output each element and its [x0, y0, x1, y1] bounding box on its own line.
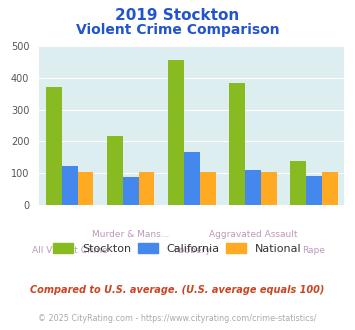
Legend: Stockton, California, National: Stockton, California, National	[53, 243, 302, 254]
Bar	[62, 166, 77, 205]
Bar	[245, 170, 261, 205]
Bar	[168, 60, 184, 205]
Bar	[138, 172, 154, 205]
Text: Robbery: Robbery	[173, 246, 211, 255]
Text: Murder & Mans...: Murder & Mans...	[92, 230, 169, 239]
Bar	[123, 177, 138, 205]
Text: Rape: Rape	[302, 246, 325, 255]
Bar	[107, 136, 123, 205]
Bar	[46, 87, 62, 205]
Text: 2019 Stockton: 2019 Stockton	[115, 8, 240, 23]
Bar	[184, 152, 200, 205]
Bar	[229, 82, 245, 205]
Bar	[77, 172, 93, 205]
Text: All Violent Crime: All Violent Crime	[32, 246, 108, 255]
Bar	[290, 161, 306, 205]
Text: Violent Crime Comparison: Violent Crime Comparison	[76, 23, 279, 37]
Bar	[306, 176, 322, 205]
Bar	[322, 172, 338, 205]
Text: Compared to U.S. average. (U.S. average equals 100): Compared to U.S. average. (U.S. average …	[30, 285, 325, 295]
Bar	[200, 172, 215, 205]
Text: Aggravated Assault: Aggravated Assault	[208, 230, 297, 239]
Bar	[261, 172, 277, 205]
Text: © 2025 CityRating.com - https://www.cityrating.com/crime-statistics/: © 2025 CityRating.com - https://www.city…	[38, 314, 317, 323]
